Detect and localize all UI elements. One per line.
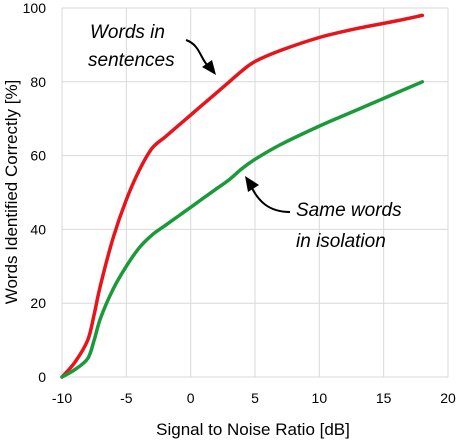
y-tick-label: 80 (30, 74, 46, 90)
annotation-line-2: in isolation (296, 231, 386, 252)
annotation-arrowhead (245, 176, 259, 192)
x-tick-label: -10 (52, 390, 72, 406)
y-tick-labels: 0 20 40 60 80 100 (23, 0, 47, 385)
annotation-words-in-sentences: Words in sentences (88, 22, 216, 75)
annotation-arrowhead (202, 60, 216, 75)
annotation-same-words-in-isolation: Same words in isolation (245, 176, 402, 252)
annotation-line-2: sentences (88, 50, 175, 71)
annotation-arrow (185, 39, 209, 67)
y-tick-label: 40 (30, 221, 46, 237)
x-tick-labels: -10 -5 0 5 10 15 20 (52, 390, 456, 406)
grid (61, 7, 449, 378)
series-line-0 (60, 13, 425, 379)
x-axis-label: Signal to Noise Ratio [dB] (156, 420, 350, 439)
series-line-1 (60, 80, 425, 379)
y-tick-label: 0 (38, 369, 46, 385)
y-axis-label: Words Identified Correctly [%] (2, 80, 21, 305)
y-tick-label: 20 (30, 295, 46, 311)
annotation-line-1: Same words (296, 200, 402, 221)
y-tick-label: 60 (30, 148, 46, 164)
x-tick-label: 15 (376, 390, 392, 406)
x-tick-label: -5 (120, 390, 133, 406)
annotation-line-1: Words in (90, 22, 165, 43)
y-tick-label: 100 (23, 0, 47, 16)
x-tick-label: 0 (187, 390, 195, 406)
x-tick-label: 10 (312, 390, 328, 406)
x-tick-label: 5 (251, 390, 259, 406)
series-lines (60, 13, 425, 379)
x-tick-label: 20 (440, 390, 456, 406)
annotation-arrow (251, 187, 291, 213)
